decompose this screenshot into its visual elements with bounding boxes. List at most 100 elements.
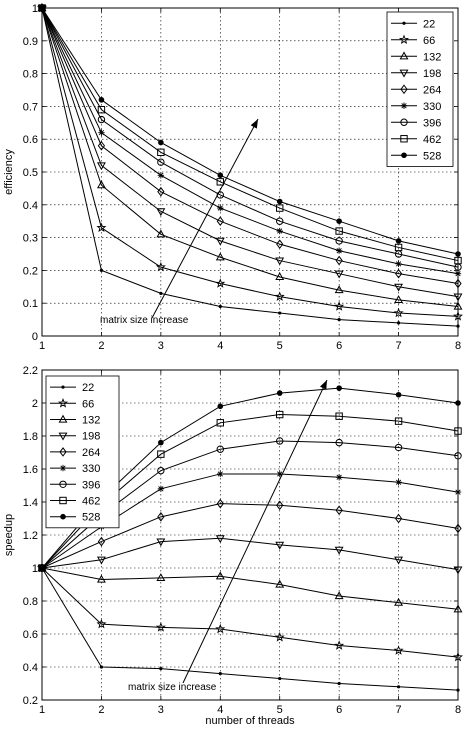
data-point-132 — [275, 272, 285, 281]
series-198 — [37, 4, 463, 302]
data-point-396 — [276, 217, 284, 225]
data-point-462 — [335, 227, 343, 235]
x-tick-label: 7 — [396, 340, 402, 352]
annotation-arrow — [151, 118, 259, 319]
data-point-264 — [335, 505, 343, 516]
legend-entry-264: 264 — [391, 84, 441, 96]
annotation-arrow — [182, 379, 328, 684]
series-line-462 — [41, 7, 459, 262]
series-line-66 — [41, 567, 459, 658]
data-point-198 — [96, 556, 106, 565]
legend-marker — [401, 152, 407, 159]
legend-marker — [400, 102, 408, 109]
data-point-132 — [156, 573, 166, 581]
y-tick-label: 0.8 — [23, 69, 38, 81]
data-point-22 — [456, 324, 460, 328]
legend-entry-132: 132 — [50, 415, 100, 427]
series-22 — [40, 6, 460, 328]
legend-marker — [58, 398, 68, 408]
legend-label: 264 — [82, 447, 100, 459]
data-point-396 — [216, 445, 224, 453]
data-point-66 — [274, 632, 285, 642]
data-point-264 — [157, 512, 165, 522]
data-point-528 — [217, 403, 224, 410]
data-point-462 — [97, 105, 106, 114]
data-point-264 — [394, 513, 403, 524]
y-axis-label: speedup — [3, 514, 15, 556]
y-tick-label: 0.4 — [23, 200, 38, 212]
data-point-132 — [453, 301, 463, 310]
data-point-66 — [334, 640, 345, 650]
data-point-528 — [158, 139, 164, 146]
data-point-330 — [98, 129, 105, 136]
legend-label: 66 — [82, 398, 94, 410]
legend-marker — [59, 464, 67, 472]
legend-label: 22 — [423, 18, 435, 30]
data-point-264 — [335, 255, 343, 266]
legend-marker — [400, 135, 408, 143]
y-tick-label: 0.8 — [23, 596, 38, 608]
series-line-22 — [41, 7, 459, 327]
data-point-528 — [336, 385, 342, 391]
legend-marker — [58, 414, 68, 423]
series-line-198 — [41, 7, 459, 298]
data-point-396 — [335, 237, 343, 245]
data-point-528 — [455, 400, 461, 406]
data-point-66 — [274, 291, 285, 301]
data-point-462 — [454, 256, 462, 265]
data-point-462 — [394, 417, 403, 425]
speedup-chart: 1 2 3 4 5 6 7 8 0.2 0.4 0.6 0.8 1 1.2 1.4 1.6 1.8 2 2.2 spe… — [3, 365, 463, 727]
legend-label: 132 — [82, 415, 100, 427]
legend-label: 66 — [423, 35, 435, 47]
data-point-528 — [455, 251, 461, 257]
annotation-text: matrix size increase — [100, 315, 189, 326]
series-462 — [38, 4, 462, 265]
data-point-66 — [453, 311, 463, 321]
data-point-66 — [393, 307, 404, 318]
data-point-330 — [395, 479, 402, 486]
y-tick-label: 1 — [32, 563, 38, 575]
data-point-132 — [96, 180, 106, 189]
data-point-462 — [216, 178, 224, 186]
y-tick-label: 1.2 — [23, 530, 38, 542]
annotation-arrowhead — [319, 380, 327, 390]
data-point-66 — [215, 278, 226, 288]
series-line-396 — [41, 7, 459, 268]
data-point-22 — [99, 268, 104, 272]
legend-label: 396 — [423, 117, 441, 129]
data-point-528 — [217, 172, 224, 179]
data-point-198 — [394, 556, 404, 565]
data-point-264 — [276, 500, 284, 511]
legend-entry-528: 528 — [391, 150, 441, 162]
x-tick-label: 6 — [336, 704, 342, 716]
legend-entry-66: 66 — [50, 398, 94, 410]
series-line-528 — [41, 7, 459, 255]
y-tick-label: 0.4 — [23, 662, 38, 674]
y-tick-label: 1.6 — [23, 464, 38, 476]
data-point-22 — [456, 688, 460, 692]
data-point-132 — [334, 591, 344, 600]
data-point-66 — [155, 622, 166, 632]
data-point-22 — [278, 311, 282, 315]
data-point-462 — [38, 564, 46, 572]
data-point-330 — [454, 488, 462, 496]
data-point-528 — [395, 238, 402, 244]
series-line-264 — [41, 503, 459, 569]
legend-entry-396: 396 — [391, 117, 441, 129]
y-tick-label: 0.2 — [23, 265, 38, 277]
data-point-462 — [276, 410, 284, 419]
data-point-396 — [157, 158, 165, 166]
data-point-22 — [278, 676, 282, 681]
legend-entry-462: 462 — [50, 496, 100, 508]
data-point-22 — [337, 318, 341, 322]
y-tick-label: 1.4 — [23, 497, 38, 509]
annotation-arrowhead — [250, 119, 258, 129]
series-line-22 — [41, 567, 459, 691]
data-point-66 — [393, 645, 404, 655]
legend-entry-198: 198 — [50, 431, 100, 443]
data-point-264 — [216, 216, 224, 227]
legend-marker — [402, 21, 406, 25]
data-point-198 — [394, 283, 404, 292]
data-point-22 — [396, 685, 401, 689]
